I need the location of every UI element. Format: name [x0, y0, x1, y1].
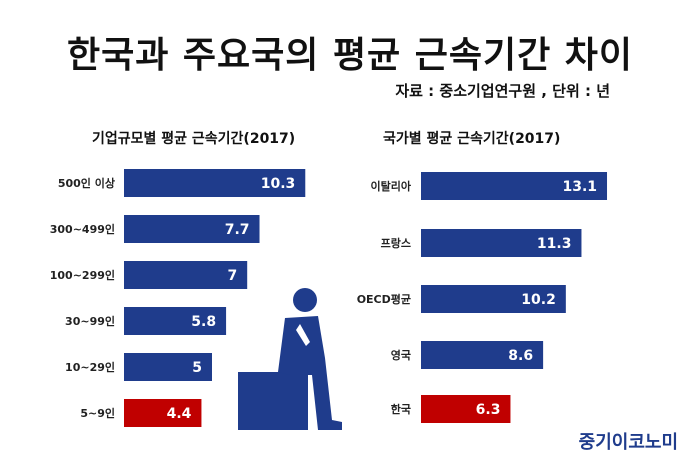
data-label: 5.8 — [191, 314, 216, 330]
category-label: 5~9인 — [80, 406, 115, 420]
right-chart-title: 국가별 평균 근속기간(2017) — [383, 131, 561, 147]
left-chart-title: 기업규모별 평균 근속기간(2017) — [92, 131, 296, 147]
bar — [124, 169, 306, 197]
page-title: 한국과 주요국의 평균 근속기간 차이 — [67, 35, 633, 76]
category-label: 프랑스 — [381, 237, 411, 250]
data-label: 8.6 — [508, 348, 533, 364]
data-label: 10.3 — [261, 176, 296, 192]
box-seat — [238, 372, 308, 430]
bar — [124, 261, 248, 289]
category-label: 30~99인 — [65, 314, 115, 328]
data-label: 6.3 — [476, 402, 501, 418]
data-label: 13.1 — [562, 179, 597, 195]
category-label: 영국 — [391, 349, 411, 362]
source-note: 자료 : 중소기업연구원 , 단위 : 년 — [395, 82, 610, 100]
figure-arm-gap — [296, 324, 310, 346]
category-label: OECD평균 — [357, 292, 411, 306]
data-label: 7 — [227, 268, 237, 284]
category-label: 100~299인 — [50, 268, 115, 282]
figure-body — [278, 316, 342, 430]
bar — [124, 307, 227, 335]
brand-logo: 중기이코노미 — [578, 432, 678, 453]
bar — [124, 215, 260, 243]
data-label: 11.3 — [537, 236, 572, 252]
bar — [421, 395, 511, 423]
figure-head — [293, 288, 317, 312]
bar — [124, 353, 212, 381]
bar — [421, 341, 544, 369]
category-label: 10~29인 — [65, 360, 115, 374]
category-label: 500인 이상 — [58, 176, 115, 190]
bar — [124, 399, 202, 427]
category-label: 이탈리아 — [371, 179, 412, 193]
data-label: 5 — [192, 360, 202, 376]
bar — [421, 229, 582, 257]
bar — [421, 172, 608, 200]
seated-person-illustration — [238, 288, 342, 430]
data-label: 7.7 — [225, 222, 250, 238]
category-label: 한국 — [391, 402, 411, 416]
data-label: 10.2 — [521, 292, 556, 308]
bar — [421, 285, 566, 313]
data-label: 4.4 — [167, 406, 192, 422]
category-label: 300~499인 — [50, 222, 115, 236]
